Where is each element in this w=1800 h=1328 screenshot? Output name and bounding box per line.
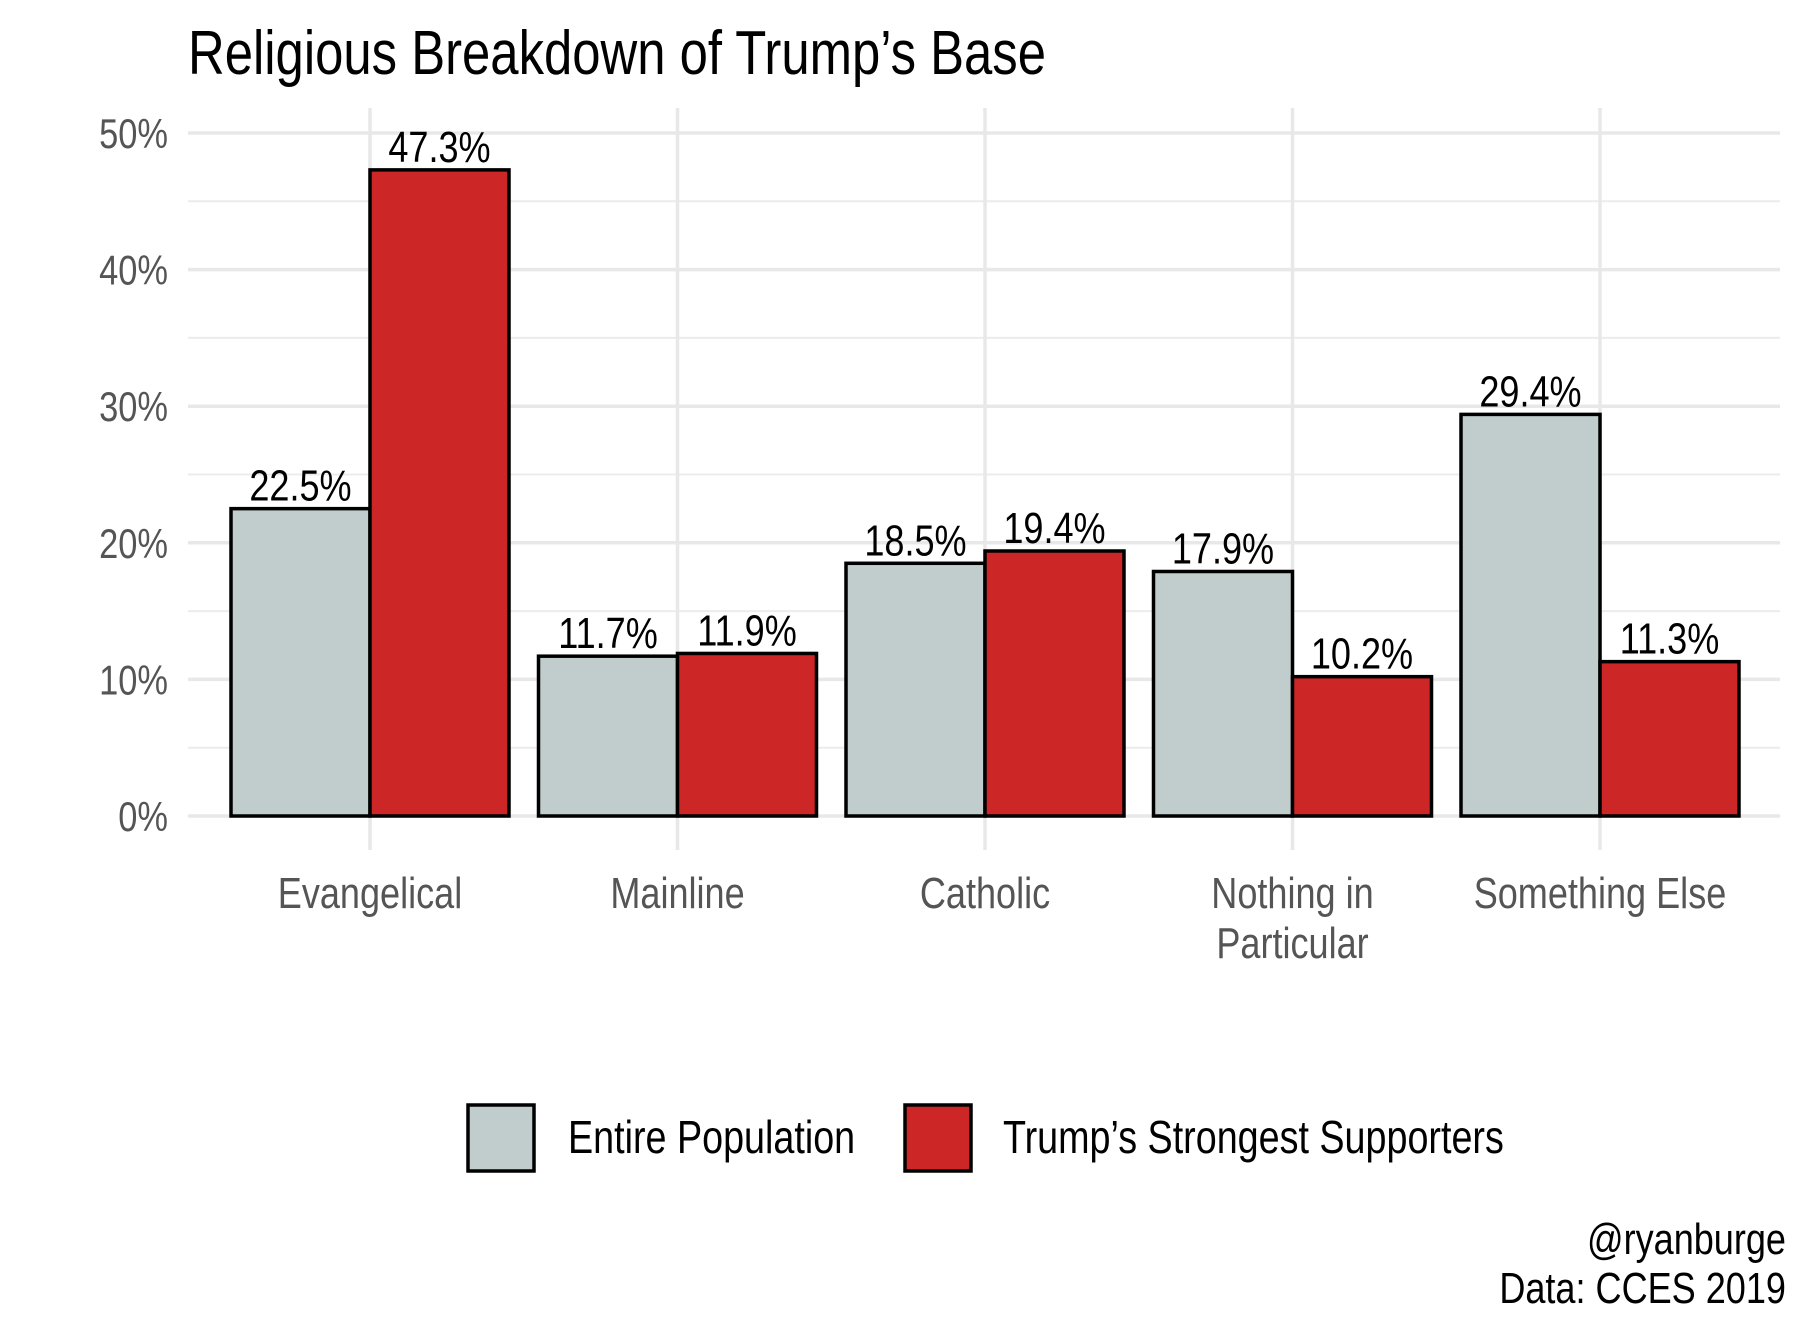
bar-trump-supporters [675,651,819,818]
x-tick-label: Nothing in [1211,869,1373,918]
x-tick-label: Catholic [920,869,1050,918]
y-tick-label: 30% [99,384,168,431]
y-axis: 0% 10% 20% 30% 40% 50% [99,111,168,841]
caption-line: @ryanburge [1587,1215,1786,1264]
legend-key-entire-population [466,1103,536,1173]
data-labels: 22.5% 11.7% 18.5% 17.9% 29.4% 47.3% 11.9% 19.4%… [249,123,1719,679]
chart-title: Religious Breakdown of Trump’s Base [188,19,1046,88]
data-label: 11.9% [697,606,797,655]
bar-entire-population [1151,569,1295,818]
x-tick-label: Something Else [1474,869,1727,918]
x-tick-label: Mainline [610,869,744,918]
data-label: 18.5% [864,516,966,565]
data-label: 17.9% [1172,524,1274,573]
bar-entire-population [844,561,987,818]
legend-label: Entire Population [568,1111,855,1162]
data-label: 19.4% [1003,504,1105,553]
data-label: 10.2% [1311,629,1413,678]
x-tick-label: Particular [1216,919,1368,968]
legend-key-trump-supporters [903,1103,973,1173]
y-tick-label: 40% [99,247,168,294]
y-tick-label: 0% [118,794,168,841]
data-label: 47.3% [388,123,490,172]
legend: Entire Population Trump’s Strongest Suppo… [466,1103,1504,1173]
bars [229,168,1741,818]
data-label: 11.3% [1620,614,1720,663]
y-tick-label: 20% [99,521,168,568]
bar-trump-supporters [983,549,1126,818]
y-tick-label: 10% [99,657,168,704]
bar-entire-population [229,506,372,818]
bar-entire-population [1459,412,1602,818]
data-label: 11.7% [558,609,658,658]
x-tick-label: Evangelical [278,869,462,918]
caption-line: Data: CCES 2019 [1499,1264,1786,1313]
bar-trump-supporters [368,168,511,818]
legend-label: Trump’s Strongest Supporters [1003,1111,1504,1162]
x-axis: Evangelical Mainline Catholic Nothing inPar… [278,869,1727,968]
data-label: 29.4% [1479,367,1581,416]
data-label: 22.5% [249,461,351,510]
bar-trump-supporters [1598,659,1741,818]
bar-trump-supporters [1290,674,1434,818]
y-tick-label: 50% [99,111,168,158]
bar-entire-population [536,654,680,818]
